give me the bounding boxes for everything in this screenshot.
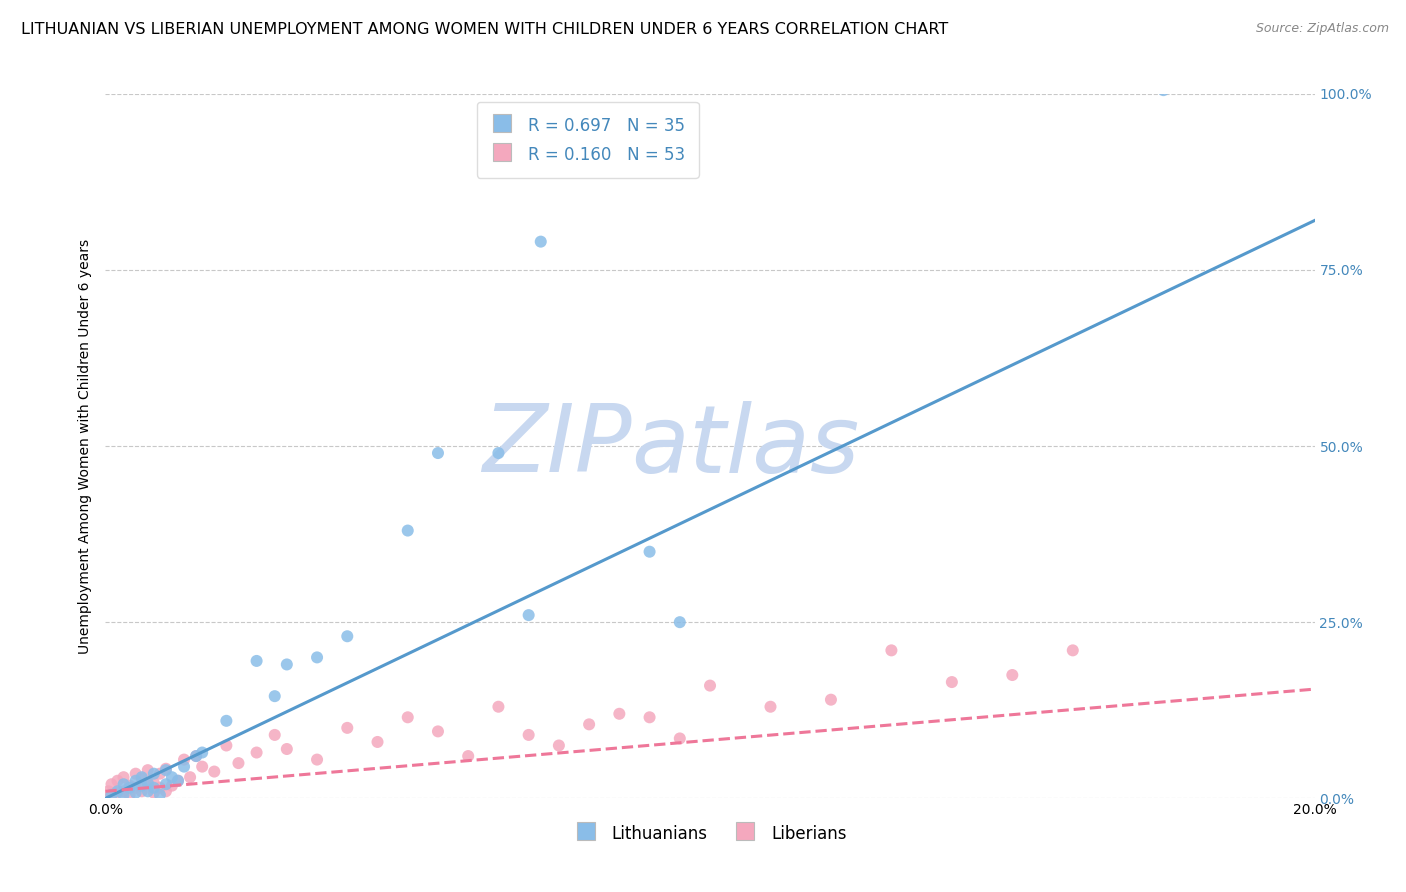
Point bbox=[396, 524, 419, 538]
Point bbox=[669, 615, 692, 630]
Point bbox=[107, 773, 129, 788]
Text: LITHUANIAN VS LIBERIAN UNEMPLOYMENT AMONG WOMEN WITH CHILDREN UNDER 6 YEARS CORR: LITHUANIAN VS LIBERIAN UNEMPLOYMENT AMON… bbox=[21, 22, 948, 37]
Point bbox=[1062, 643, 1084, 657]
Point bbox=[820, 692, 842, 706]
Point bbox=[215, 714, 238, 728]
Point bbox=[1153, 83, 1175, 97]
Point bbox=[173, 753, 195, 767]
Point bbox=[530, 235, 553, 249]
Point bbox=[155, 762, 177, 776]
Point bbox=[142, 780, 165, 795]
Point bbox=[142, 776, 165, 790]
Point bbox=[202, 764, 225, 779]
Point bbox=[149, 766, 172, 780]
Point bbox=[131, 772, 153, 786]
Y-axis label: Unemployment Among Women with Children Under 6 years: Unemployment Among Women with Children U… bbox=[79, 238, 93, 654]
Point bbox=[307, 753, 329, 767]
Point bbox=[160, 779, 183, 793]
Point bbox=[1001, 668, 1024, 682]
Text: Source: ZipAtlas.com: Source: ZipAtlas.com bbox=[1256, 22, 1389, 36]
Point bbox=[149, 780, 172, 795]
Point bbox=[167, 773, 190, 788]
Point bbox=[112, 777, 135, 791]
Text: atlas: atlas bbox=[631, 401, 859, 491]
Point bbox=[107, 786, 129, 800]
Point bbox=[107, 784, 129, 798]
Point bbox=[131, 770, 153, 784]
Point bbox=[427, 446, 450, 460]
Point bbox=[609, 706, 631, 721]
Point bbox=[263, 728, 285, 742]
Point bbox=[263, 689, 285, 703]
Point bbox=[488, 446, 510, 460]
Point bbox=[699, 679, 721, 693]
Point bbox=[118, 788, 141, 802]
Point bbox=[136, 777, 159, 791]
Point bbox=[100, 788, 122, 802]
Point bbox=[97, 784, 120, 798]
Point bbox=[427, 724, 450, 739]
Point bbox=[155, 763, 177, 777]
Point bbox=[336, 629, 359, 643]
Point bbox=[880, 643, 903, 657]
Point bbox=[112, 784, 135, 798]
Point bbox=[131, 779, 153, 793]
Point bbox=[246, 654, 269, 668]
Point bbox=[124, 773, 148, 788]
Point bbox=[136, 763, 159, 777]
Point bbox=[517, 728, 540, 742]
Point bbox=[118, 780, 141, 795]
Point bbox=[638, 710, 661, 724]
Legend: Lithuanians, Liberians: Lithuanians, Liberians bbox=[567, 816, 853, 850]
Point bbox=[186, 749, 208, 764]
Point bbox=[155, 777, 177, 791]
Point bbox=[941, 675, 963, 690]
Point bbox=[112, 788, 135, 802]
Point bbox=[307, 650, 329, 665]
Point bbox=[142, 766, 165, 780]
Point bbox=[124, 780, 148, 795]
Point bbox=[276, 657, 298, 672]
Point bbox=[191, 746, 214, 760]
Point bbox=[173, 759, 195, 773]
Point bbox=[488, 699, 510, 714]
Point bbox=[669, 731, 692, 746]
Point bbox=[100, 777, 122, 791]
Point bbox=[179, 770, 201, 784]
Point bbox=[155, 784, 177, 798]
Point bbox=[142, 786, 165, 800]
Point bbox=[457, 749, 479, 764]
Point bbox=[136, 776, 159, 790]
Point bbox=[112, 770, 135, 784]
Point bbox=[136, 784, 159, 798]
Point bbox=[366, 735, 388, 749]
Point bbox=[548, 739, 571, 753]
Point bbox=[396, 710, 419, 724]
Point bbox=[228, 756, 250, 771]
Point bbox=[124, 766, 148, 780]
Point bbox=[186, 749, 208, 764]
Text: ZIP: ZIP bbox=[482, 401, 631, 491]
Point bbox=[160, 770, 183, 784]
Point bbox=[124, 786, 148, 800]
Point bbox=[100, 788, 122, 802]
Point bbox=[759, 699, 782, 714]
Point bbox=[638, 544, 661, 558]
Point bbox=[276, 742, 298, 756]
Point bbox=[149, 788, 172, 802]
Point bbox=[336, 721, 359, 735]
Point bbox=[517, 608, 540, 623]
Point bbox=[578, 717, 600, 731]
Point bbox=[246, 746, 269, 760]
Point bbox=[118, 779, 141, 793]
Point bbox=[167, 773, 190, 788]
Point bbox=[191, 759, 214, 773]
Point bbox=[131, 784, 153, 798]
Point bbox=[215, 739, 238, 753]
